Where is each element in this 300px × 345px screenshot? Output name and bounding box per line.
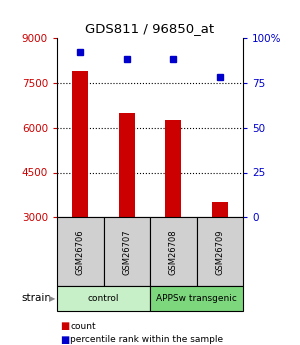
Bar [196, 217, 243, 286]
Text: percentile rank within the sample: percentile rank within the sample [70, 335, 224, 344]
Text: control: control [88, 294, 119, 303]
Text: ■: ■ [60, 335, 69, 345]
Bar [150, 286, 243, 310]
Text: GSM26709: GSM26709 [215, 229, 224, 275]
Title: GDS811 / 96850_at: GDS811 / 96850_at [85, 22, 214, 36]
Text: ■: ■ [60, 321, 69, 331]
Text: ▶: ▶ [49, 294, 56, 303]
Text: count: count [70, 322, 96, 331]
Bar [57, 217, 104, 286]
Bar [103, 217, 150, 286]
Bar [57, 286, 150, 310]
Bar [118, 113, 135, 217]
Bar [212, 203, 228, 217]
Text: GSM26708: GSM26708 [169, 229, 178, 275]
Bar [165, 120, 181, 217]
Text: strain: strain [21, 294, 51, 303]
Bar [150, 217, 196, 286]
Text: APPSw transgenic: APPSw transgenic [156, 294, 237, 303]
Bar [72, 71, 88, 217]
Text: GSM26707: GSM26707 [122, 229, 131, 275]
Text: GSM26706: GSM26706 [76, 229, 85, 275]
